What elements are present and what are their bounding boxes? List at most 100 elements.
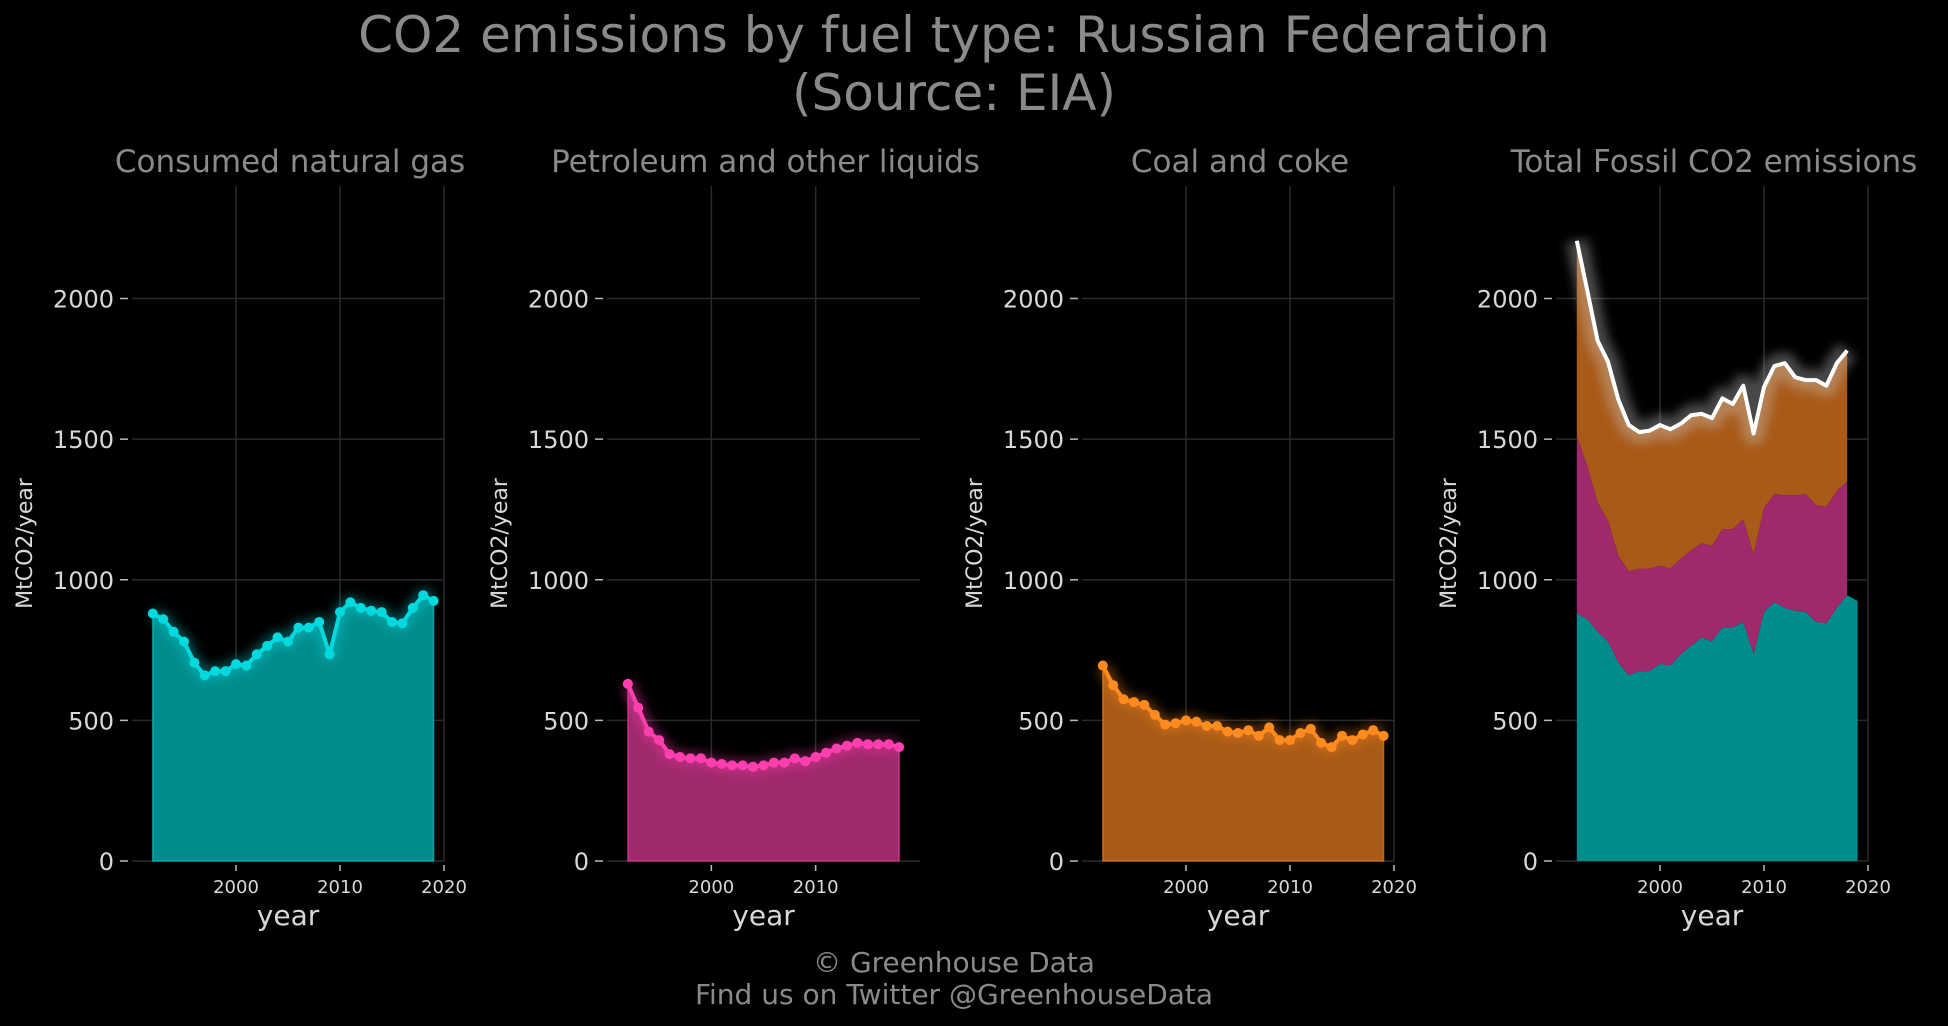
data-point: [293, 622, 304, 633]
data-point: [1295, 728, 1306, 739]
x-tick-label: 2010: [793, 877, 839, 898]
x-tick-label: 2020: [1371, 877, 1417, 898]
data-point: [622, 678, 633, 689]
x-axis-label: year: [732, 899, 795, 932]
data-point: [841, 740, 852, 751]
data-point: [1347, 735, 1358, 746]
data-point: [1357, 729, 1368, 740]
x-tick-label: 2020: [1845, 877, 1891, 898]
data-point: [800, 756, 811, 767]
chart-subtitle: (Source: EIA): [792, 64, 1116, 122]
y-tick-label: 1500: [1477, 426, 1538, 454]
data-point: [1337, 730, 1347, 741]
data-point: [1181, 715, 1191, 726]
data-point: [1191, 716, 1202, 727]
data-point: [251, 649, 262, 660]
footer-copyright: © Greenhouse Data: [813, 946, 1095, 979]
data-point: [1149, 709, 1160, 720]
data-point: [633, 702, 644, 713]
x-tick-label: 2000: [213, 877, 259, 898]
data-point: [873, 739, 884, 750]
data-point: [262, 640, 273, 651]
data-point: [779, 757, 790, 768]
data-point: [355, 602, 366, 613]
y-tick-label: 0: [1049, 848, 1064, 876]
panel-1: 0 500 1000 1500 2000 2000 2010 2020 Consumed nat…: [13, 144, 467, 932]
data-point: [387, 616, 397, 627]
data-point: [1108, 680, 1119, 691]
panel-4: 0 500 1000 1500 2000 2000 2010 2020 Total Fossil…: [1437, 144, 1917, 932]
y-tick-label: 2000: [528, 286, 589, 314]
series-line: [1101, 664, 1385, 750]
data-point: [1170, 718, 1181, 729]
data-point: [324, 649, 335, 660]
data-point: [1212, 721, 1223, 731]
data-point: [685, 753, 696, 764]
data-point: [1368, 725, 1379, 736]
data-point: [376, 607, 387, 618]
data-point: [1253, 730, 1264, 741]
data-point: [664, 749, 675, 760]
data-point: [272, 632, 283, 643]
data-point: [1097, 660, 1108, 671]
data-point: [189, 657, 200, 668]
data-point: [643, 726, 654, 737]
y-axis-label: MtCO2/year: [488, 477, 513, 609]
y-tick-label: 500: [543, 707, 589, 735]
data-point: [428, 595, 439, 606]
data-point: [810, 751, 821, 762]
data-point: [397, 618, 408, 629]
x-tick-label: 2000: [688, 877, 734, 898]
panels: 0 500 1000 1500 2000 2000 2010 2020 Consumed nat…: [13, 144, 1917, 932]
data-point: [231, 659, 241, 670]
data-point: [199, 670, 210, 681]
y-tick-label: 1000: [528, 567, 589, 595]
x-tick-label: 2010: [1267, 877, 1313, 898]
data-point: [821, 747, 832, 758]
data-point: [1243, 725, 1254, 736]
y-tick-label: 1500: [53, 426, 114, 454]
data-point: [158, 614, 169, 625]
data-point: [1305, 723, 1316, 734]
y-tick-label: 0: [99, 848, 114, 876]
y-tick-label: 2000: [1003, 286, 1064, 314]
data-point: [831, 743, 842, 754]
data-point: [1201, 721, 1212, 731]
panel-title: Coal and coke: [1131, 144, 1349, 180]
stack-gas: [1576, 595, 1858, 861]
y-tick-label: 500: [1492, 707, 1538, 735]
x-tick-label: 2010: [1741, 877, 1787, 898]
data-point: [366, 605, 377, 616]
panel-title: Total Fossil CO2 emissions: [1510, 144, 1918, 180]
y-tick-label: 0: [574, 848, 589, 876]
y-tick-label: 500: [1018, 707, 1064, 735]
y-tick-label: 1500: [1003, 426, 1064, 454]
data-point: [1118, 694, 1129, 705]
y-axis-label: MtCO2/year: [13, 477, 38, 609]
x-tick-label: 2000: [1637, 877, 1683, 898]
x-tick-label: 2020: [421, 877, 467, 898]
y-tick-label: 1000: [1477, 567, 1538, 595]
data-point: [335, 607, 345, 618]
y-tick-label: 1500: [528, 426, 589, 454]
stack-petroleum: [1576, 436, 1848, 676]
y-tick-label: 2000: [53, 286, 114, 314]
data-point: [407, 602, 418, 613]
data-point: [168, 626, 179, 637]
y-tick-label: 1000: [53, 567, 114, 595]
data-point: [883, 739, 894, 750]
y-tick-label: 500: [68, 707, 114, 735]
data-point: [789, 753, 800, 764]
series-line: [151, 593, 435, 678]
x-axis-label: year: [1681, 899, 1744, 932]
x-tick-label: 2010: [317, 877, 363, 898]
footer-twitter: Find us on Twitter @GreenhouseData: [695, 978, 1213, 1011]
y-tick-label: 2000: [1477, 286, 1538, 314]
data-point: [1160, 719, 1171, 730]
panel-title: Consumed natural gas: [115, 144, 465, 180]
y-axis-label: MtCO2/year: [963, 477, 988, 609]
x-axis-label: year: [1207, 899, 1270, 932]
panel-title: Petroleum and other liquids: [551, 144, 980, 180]
data-point: [862, 739, 873, 750]
